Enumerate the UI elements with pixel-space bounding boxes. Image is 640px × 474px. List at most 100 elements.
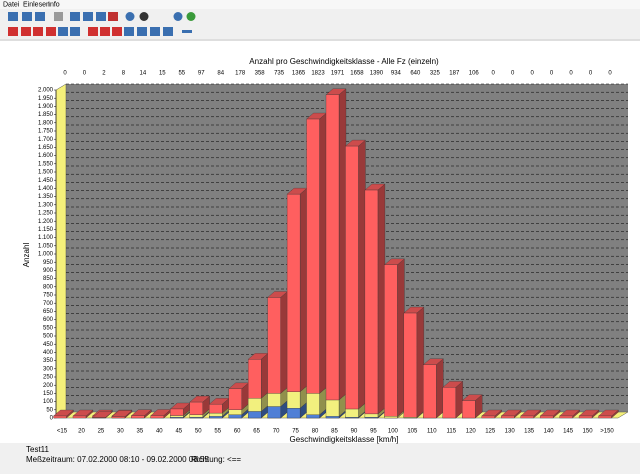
y-tick-label: 1.550 [38, 161, 54, 167]
menu-item[interactable]: Datei [3, 1, 20, 8]
y-tick-label: 1.750 [38, 129, 54, 135]
bar-segment [229, 389, 242, 410]
tool-button[interactable] [112, 27, 122, 36]
x-tick-label: 35 [137, 429, 144, 435]
y-tick-label: 1.500 [38, 170, 54, 176]
bar-segment [287, 408, 300, 418]
bar-segment [384, 265, 397, 417]
tool-button[interactable] [21, 27, 31, 36]
total-label: 84 [217, 71, 224, 77]
y-tick-label: 200 [43, 383, 54, 389]
bar-side [456, 381, 463, 418]
menu-item[interactable]: Einlesen [23, 1, 50, 8]
bar-segment [462, 401, 475, 418]
y-tick-label: 950 [43, 260, 54, 266]
bar-segment [248, 398, 261, 411]
bar-segment [579, 416, 592, 418]
x-tick-label: 140 [544, 429, 555, 435]
x-tick-label: 30 [117, 429, 124, 435]
tool-button[interactable] [163, 27, 173, 36]
tool-button[interactable] [124, 27, 134, 36]
tool-button[interactable] [182, 30, 192, 33]
bar-segment [190, 415, 203, 417]
bar-segment [268, 297, 281, 393]
y-tick-label: 850 [43, 276, 54, 282]
y-tick-label: 1.000 [38, 252, 54, 258]
tool-button[interactable] [70, 12, 80, 21]
total-label: 358 [255, 71, 266, 77]
bar-segment [112, 417, 125, 418]
y-tick-label: 1.450 [38, 178, 54, 184]
y-tick-label: 700 [43, 301, 54, 307]
x-tick-label: 130 [505, 429, 516, 435]
bar-segment [540, 416, 553, 418]
total-label: 934 [391, 71, 402, 77]
total-label: 178 [235, 71, 246, 77]
tool-button[interactable] [54, 12, 63, 21]
bar-segment [521, 416, 534, 418]
bar-segment [307, 393, 320, 414]
total-label: 15 [159, 71, 166, 77]
menu-item[interactable]: Info [48, 1, 60, 8]
bar-segment [365, 414, 378, 417]
tool-button[interactable] [88, 27, 98, 36]
tool-button[interactable] [108, 12, 118, 21]
y-tick-label: 1.050 [38, 243, 54, 249]
tool-button[interactable] [150, 27, 160, 36]
tool-button[interactable] [33, 27, 43, 36]
x-tick-label: 135 [524, 429, 535, 435]
total-label: 325 [430, 71, 441, 77]
tool-button[interactable] [174, 12, 183, 21]
bar-side [397, 259, 404, 417]
total-label: 97 [198, 71, 205, 77]
tool-button[interactable] [58, 27, 68, 36]
x-tick-label: 150 [583, 429, 594, 435]
tool-button[interactable] [22, 12, 32, 21]
y-tick-label: 400 [43, 350, 54, 356]
x-tick-label: 100 [388, 429, 399, 435]
chart-title: Anzahl pro Geschwindigkeitsklasse - Alle… [249, 57, 439, 66]
tool-button[interactable] [35, 12, 45, 21]
x-tick-label: 20 [78, 429, 85, 435]
bar-segment [560, 416, 573, 418]
bar-segment [248, 359, 261, 398]
total-label: 1971 [331, 71, 345, 77]
tool-button[interactable] [126, 12, 135, 21]
tool-button[interactable] [8, 12, 18, 21]
bar-segment [170, 416, 183, 418]
x-tick-label: 145 [563, 429, 574, 435]
total-label: 187 [449, 71, 460, 77]
footer-test: Test11 [26, 445, 50, 454]
bar-segment [345, 146, 358, 409]
tool-button[interactable] [83, 12, 93, 21]
y-tick-label: 1.100 [38, 235, 54, 241]
x-tick-label: 90 [351, 429, 358, 435]
y-tick-label: 900 [43, 268, 54, 274]
y-tick-label: 1.950 [38, 96, 54, 102]
x-tick-label: 95 [370, 429, 377, 435]
tool-button[interactable] [100, 27, 110, 36]
tool-button[interactable] [8, 27, 18, 36]
x-tick-label: 45 [175, 429, 182, 435]
x-tick-label: 50 [195, 429, 202, 435]
x-tick-label: 65 [253, 429, 260, 435]
y-tick-label: 550 [43, 325, 54, 331]
bar-side [378, 184, 385, 414]
tool-button[interactable] [70, 27, 80, 36]
bar-side [417, 307, 424, 417]
tool-button[interactable] [137, 27, 147, 36]
y-tick-label: 1.600 [38, 153, 54, 159]
bar-segment [73, 416, 86, 418]
tool-button[interactable] [140, 12, 149, 21]
bar-segment [229, 410, 242, 415]
bar-segment [326, 95, 339, 400]
total-label: 1390 [370, 71, 384, 77]
x-axis-title: Geschwindigkeitsklasse [km/h] [290, 435, 399, 444]
y-tick-label: 1.250 [38, 211, 54, 217]
y-tick-label: 450 [43, 342, 54, 348]
tool-button[interactable] [187, 12, 196, 21]
tool-button[interactable] [46, 27, 56, 36]
tool-button[interactable] [96, 12, 106, 21]
bar-side [436, 359, 443, 418]
